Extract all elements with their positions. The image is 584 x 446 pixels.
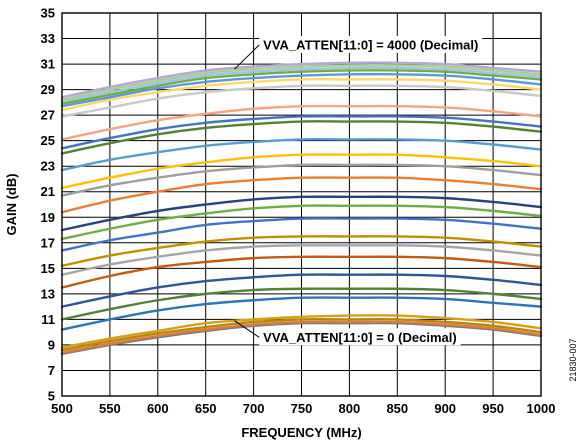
series-line-13 xyxy=(60,195,543,232)
y-tick-label: 23 xyxy=(41,159,55,174)
x-tick-label: 700 xyxy=(243,401,265,416)
annotation-leader-1 xyxy=(234,44,260,70)
x-tick-label: 750 xyxy=(291,401,313,416)
series-line-20 xyxy=(60,104,543,141)
annotation-label-2: VVA_ATTEN[11:0] = 0 (Decimal) xyxy=(263,330,457,345)
series-line-3 xyxy=(60,318,543,352)
series-line-5 xyxy=(60,296,543,331)
series-line-6 xyxy=(60,287,543,321)
x-axis-title: FREQUENCY (MHz) xyxy=(241,425,361,440)
series-line-25 xyxy=(60,66,543,103)
figure-id: 21830-007 xyxy=(568,338,578,381)
x-tick-label: 550 xyxy=(99,401,121,416)
x-tick-label: 600 xyxy=(147,401,169,416)
series-line-26 xyxy=(60,63,543,102)
y-tick-label: 29 xyxy=(41,82,55,97)
annotation-leader-2 xyxy=(234,320,260,338)
y-tick-label: 11 xyxy=(41,312,55,327)
series-line-15 xyxy=(60,163,543,197)
y-tick-label: 33 xyxy=(41,31,55,46)
x-tick-label: 900 xyxy=(434,401,456,416)
y-tick-labels: 5 7 9 11 13 15 17 19 21 23 25 27 29 31 33 35 xyxy=(41,6,55,404)
x-tick-label: 1000 xyxy=(527,401,556,416)
y-tick-label: 5 xyxy=(48,389,55,404)
y-tick-label: 7 xyxy=(48,363,55,378)
series-line-12 xyxy=(60,204,543,241)
x-tick-label: 650 xyxy=(195,401,217,416)
y-tick-label: 13 xyxy=(41,286,55,301)
x-tick-label: 800 xyxy=(339,401,361,416)
y-tick-label: 17 xyxy=(41,235,55,250)
y-tick-label: 21 xyxy=(41,184,55,199)
series-line-18 xyxy=(60,120,543,155)
y-tick-label: 35 xyxy=(41,6,55,21)
series-line-22 xyxy=(60,78,543,112)
series-line-7 xyxy=(60,273,543,308)
series-line-23 xyxy=(60,72,543,108)
series-line-2 xyxy=(60,320,543,354)
series-line-19 xyxy=(60,115,543,150)
y-tick-label: 19 xyxy=(41,210,55,225)
annotations: VVA_ATTEN[11:0] = 4000 (Decimal) VVA_ATTE… xyxy=(234,35,483,346)
y-tick-label: 27 xyxy=(41,108,55,123)
series-line-27 xyxy=(60,61,543,99)
x-tick-labels: 500 550 600 650 700 750 800 850 900 950 1000 xyxy=(51,401,555,416)
y-tick-label: 15 xyxy=(41,261,55,276)
series-line-8 xyxy=(60,255,543,289)
series-line-10 xyxy=(60,235,543,267)
series-line-14 xyxy=(60,176,543,214)
annotation-box-1 xyxy=(259,35,483,53)
series-line-21 xyxy=(60,84,543,118)
y-tick-label: 25 xyxy=(41,133,55,148)
series-line-9 xyxy=(60,244,543,276)
annotation-box-2 xyxy=(259,328,461,346)
x-tick-label: 500 xyxy=(51,401,73,416)
y-tick-label: 31 xyxy=(41,57,55,72)
series-line-16 xyxy=(60,153,543,190)
series-line-4 xyxy=(60,314,543,349)
series-line-11 xyxy=(60,217,543,252)
y-axis-title: GAIN (dB) xyxy=(4,173,19,235)
series-lines xyxy=(60,61,543,356)
x-tick-label: 950 xyxy=(482,401,504,416)
series-line-17 xyxy=(60,138,543,172)
series-line-1 xyxy=(60,321,543,356)
x-tick-label: 850 xyxy=(386,401,408,416)
y-tick-label: 9 xyxy=(48,337,55,352)
annotation-label-1: VVA_ATTEN[11:0] = 4000 (Decimal) xyxy=(263,37,478,52)
plot-frame xyxy=(61,12,542,397)
series-line-24 xyxy=(60,69,543,105)
